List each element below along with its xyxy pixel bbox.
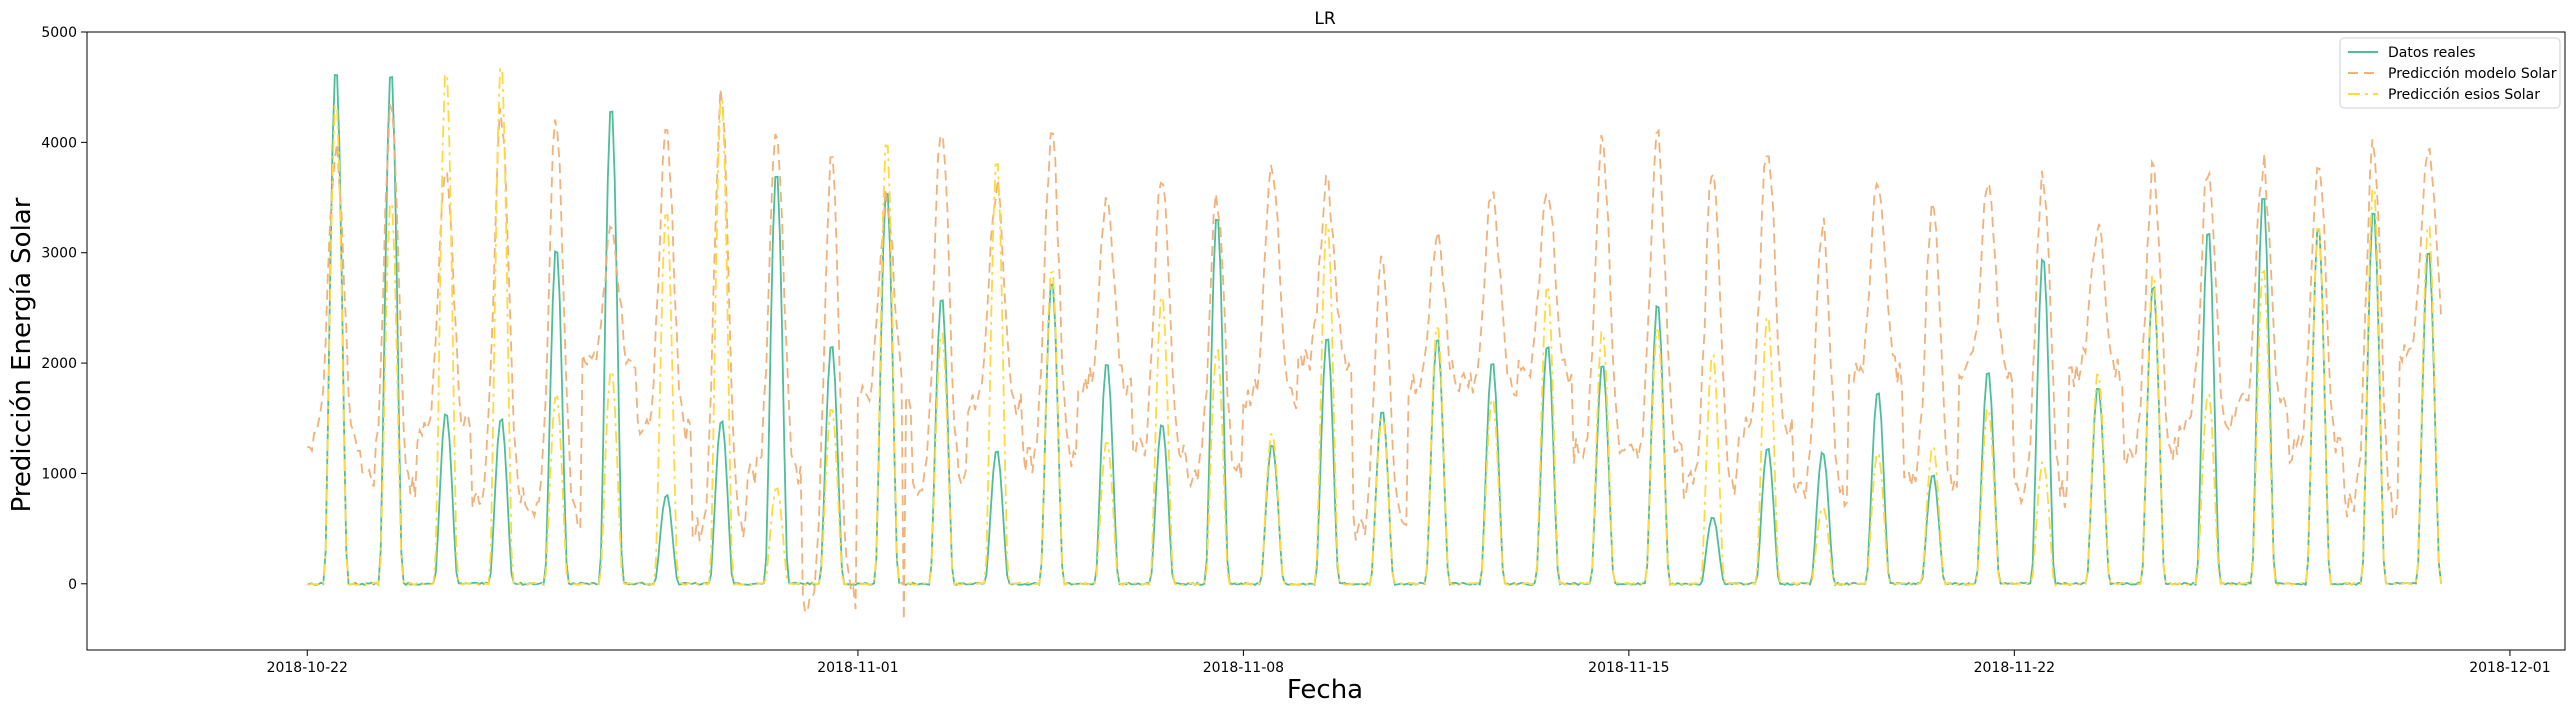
legend-label: Datos reales <box>2388 45 2476 61</box>
series-line-1 <box>307 74 2442 587</box>
x-tick-label: 2018-11-22 <box>1974 660 2055 676</box>
x-axis-title: Fecha <box>1287 675 1363 705</box>
y-tick-label: 3000 <box>41 246 77 262</box>
x-tick-label: 2018-11-15 <box>1588 660 1669 676</box>
y-tick-label: 0 <box>68 577 77 593</box>
legend-label: Predicción esios Solar <box>2388 87 2540 103</box>
legend: Datos reales Predicción modelo Solar Predi… <box>2339 37 2561 109</box>
plot-frame <box>86 31 2566 651</box>
legend-box <box>2339 37 2561 109</box>
x-tick-label: 2018-12-01 <box>2469 660 2550 676</box>
series-line-2 <box>307 89 2442 621</box>
x-tick-label: 2018-11-08 <box>1203 660 1284 676</box>
y-tick-label: 5000 <box>41 25 77 41</box>
x-tick-label: 2018-11-01 <box>817 660 898 676</box>
plot-area <box>307 67 2442 621</box>
y-tick-label: 1000 <box>41 466 77 482</box>
axes: 0 1000 2000 3000 4000 5000 2018-10-22 2018-11-0… <box>41 25 2566 676</box>
chart-title: LR <box>1314 9 1335 29</box>
x-tick-label: 2018-10-22 <box>267 660 348 676</box>
series-line-3 <box>307 67 2442 587</box>
y-tick-label: 4000 <box>41 135 77 151</box>
y-axis-title: Predicción Energía Solar <box>7 197 37 512</box>
y-tick-label: 2000 <box>41 356 77 372</box>
legend-label: Predicción modelo Solar <box>2388 66 2557 82</box>
